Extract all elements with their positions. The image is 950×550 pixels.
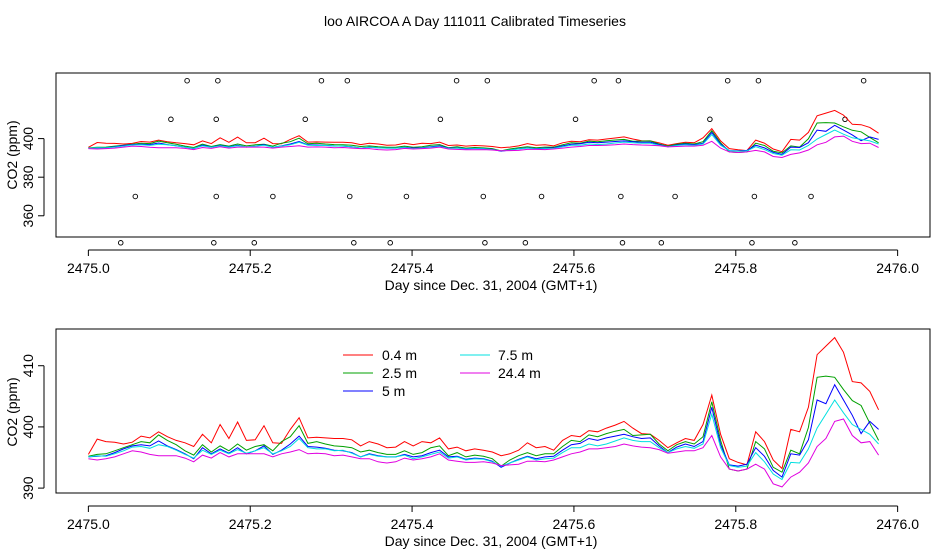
top-scatter-point-31 xyxy=(707,116,713,123)
legend: 0.4 m 2.5 m 5 m 7.5 m 24.4 m xyxy=(343,347,541,399)
top-scatter-point-17 xyxy=(437,116,444,123)
legend-label-24-4m: 24.4 m xyxy=(498,365,541,381)
top-scatter-point-6 xyxy=(213,116,219,123)
top-scatter-point-3 xyxy=(184,77,190,84)
top-scatter-point-32 xyxy=(724,77,731,84)
top-scatter-point-36 xyxy=(792,240,798,246)
top-scatter-point-11 xyxy=(318,77,325,84)
top-scatter-point-8 xyxy=(251,240,258,246)
top-x-tick-label-2475-4: 2475.4 xyxy=(391,260,434,276)
bottom-series-lines xyxy=(87,336,880,488)
top-scatter-point-15 xyxy=(387,240,393,246)
top-series-line-24-4-m xyxy=(88,135,879,159)
legend-label-5m: 5 m xyxy=(382,383,405,399)
top-scatter-point-9 xyxy=(270,193,276,200)
top-scatter-point-33 xyxy=(749,240,755,246)
top-scatter-point-10 xyxy=(302,116,309,123)
top-scatter-point-30 xyxy=(672,193,678,200)
top-scatter-point-19 xyxy=(480,193,487,200)
top-x-axis: 2475.0 2475.2 2475.4 2475.6 2475.8 2476.0 xyxy=(67,249,919,276)
top-scatter-point-4 xyxy=(211,240,217,246)
top-x-tick-label-2475-6: 2475.6 xyxy=(553,260,596,276)
top-scatter-point-24 xyxy=(572,116,579,123)
top-scatter-point-37 xyxy=(808,193,814,200)
bottom-series-line-24-4-m xyxy=(88,418,880,488)
bottom-y-axis-label: CO2 (ppm) xyxy=(4,377,20,446)
top-scatter-point-12 xyxy=(344,77,351,84)
top-x-tick-label-2475-8: 2475.8 xyxy=(714,260,757,276)
top-x-tick-label-2475-0: 2475.0 xyxy=(67,260,110,276)
top-scatter-point-0 xyxy=(117,240,124,246)
legend-label-7-5m: 7.5 m xyxy=(498,347,533,363)
top-scatter-point-14 xyxy=(351,240,357,246)
top-scatter-point-1 xyxy=(132,193,139,200)
legend-label-2-5m: 2.5 m xyxy=(382,365,417,381)
top-series-lines xyxy=(88,109,879,159)
top-scatter-point-18 xyxy=(453,77,460,84)
top-scatter-point-28 xyxy=(619,240,626,246)
top-x-tick-label-2475-2: 2475.2 xyxy=(229,260,272,276)
top-y-tick-label-400: 400 xyxy=(20,127,36,151)
top-y-tick-label-360: 360 xyxy=(20,204,36,228)
bottom-series-line-5-m xyxy=(88,383,879,478)
top-scatter-point-27 xyxy=(618,193,624,200)
bottom-panel: 2475.0 2475.2 2475.4 2475.6 2475.8 2476.0 390… xyxy=(4,328,931,549)
top-scatter-point-7 xyxy=(215,77,221,84)
bottom-series-line-0-4-m xyxy=(87,336,880,470)
top-plot-frame xyxy=(55,72,931,238)
bottom-y-tick-label-410: 410 xyxy=(20,354,36,378)
top-scatter-points xyxy=(117,77,867,246)
bottom-x-axis-label: Day since Dec. 31, 2004 (GMT+1) xyxy=(385,533,598,549)
bottom-plot-frame xyxy=(55,328,931,494)
bottom-x-tick-label-2475-6: 2475.6 xyxy=(553,516,596,532)
bottom-x-tick-label-2476-0: 2476.0 xyxy=(876,516,919,532)
top-y-axis: 360 380 400 xyxy=(20,127,45,228)
top-scatter-point-16 xyxy=(403,193,410,200)
top-scatter-point-39 xyxy=(860,77,867,84)
bottom-x-tick-label-2475-2: 2475.2 xyxy=(229,516,272,532)
top-scatter-point-21 xyxy=(484,77,491,84)
legend-label-0-4m: 0.4 m xyxy=(382,347,417,363)
top-scatter-point-22 xyxy=(522,240,529,246)
bottom-x-tick-label-2475-8: 2475.8 xyxy=(714,516,757,532)
top-scatter-point-2 xyxy=(168,116,174,123)
top-series-line-7-5-m xyxy=(88,129,879,156)
chart-title: loo AIRCOA A Day 111011 Calibrated Times… xyxy=(324,13,626,29)
bottom-x-tick-label-2475-4: 2475.4 xyxy=(391,516,434,532)
top-y-axis-label: CO2 (ppm) xyxy=(4,120,20,189)
bottom-x-axis: 2475.0 2475.2 2475.4 2475.6 2475.8 2476.0 xyxy=(67,505,919,532)
top-scatter-point-25 xyxy=(591,77,597,84)
top-x-tick-label-2476-0: 2476.0 xyxy=(876,260,919,276)
top-y-tick-label-380: 380 xyxy=(20,165,36,189)
top-panel: 2475.0 2475.2 2475.4 2475.6 2475.8 2476.0 360… xyxy=(4,72,931,293)
top-scatter-point-35 xyxy=(755,77,762,84)
top-scatter-point-34 xyxy=(751,193,758,200)
top-scatter-point-5 xyxy=(213,193,219,200)
top-scatter-point-29 xyxy=(658,240,665,246)
bottom-x-tick-label-2475-0: 2475.0 xyxy=(67,516,110,532)
top-scatter-point-13 xyxy=(347,193,353,200)
top-x-axis-label: Day since Dec. 31, 2004 (GMT+1) xyxy=(385,277,598,293)
bottom-series-line-7-5-m xyxy=(88,399,879,481)
top-scatter-point-26 xyxy=(615,77,622,84)
top-scatter-point-23 xyxy=(538,193,545,200)
bottom-y-axis: 390 400 410 xyxy=(20,354,45,500)
bottom-y-tick-label-400: 400 xyxy=(20,415,36,439)
bottom-y-tick-label-390: 390 xyxy=(20,476,36,500)
top-scatter-point-20 xyxy=(482,240,488,246)
